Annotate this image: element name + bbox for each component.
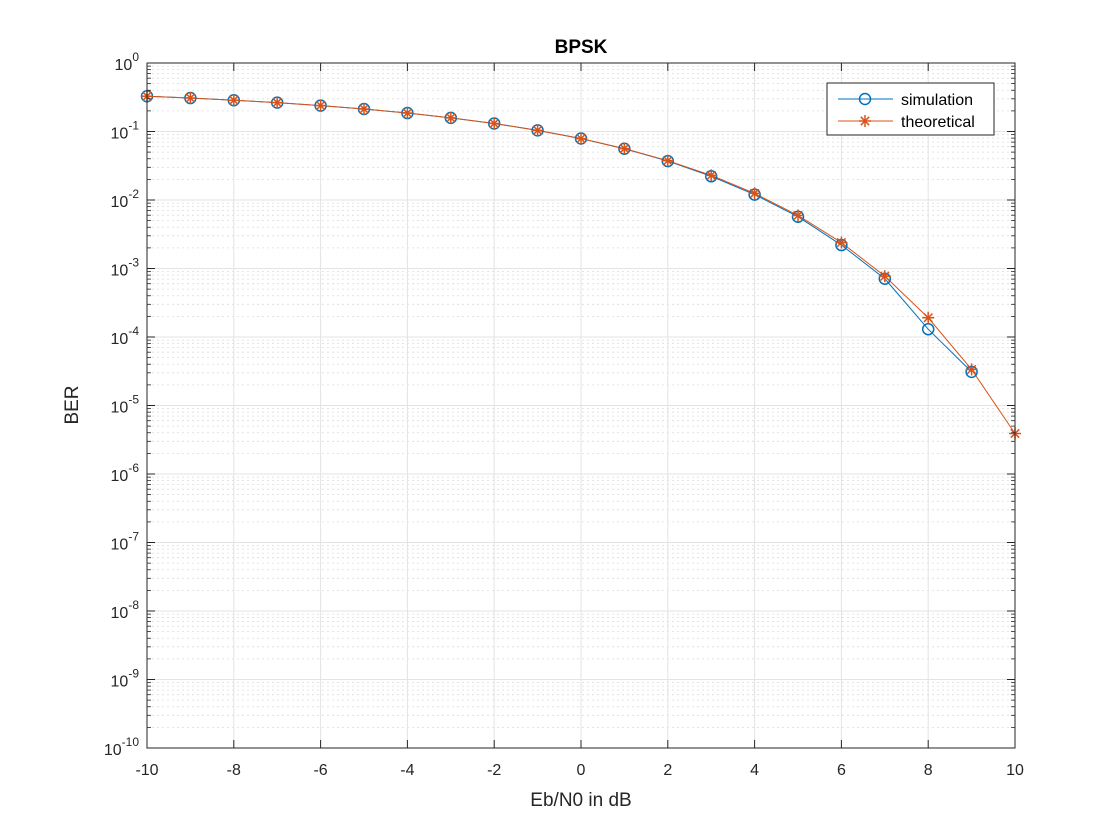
legend-label-simulation: simulation	[901, 92, 973, 109]
data-point-theoretical	[531, 124, 544, 137]
data-point-theoretical	[184, 92, 197, 105]
x-tick-label: 8	[924, 762, 933, 779]
data-point-theoretical	[705, 169, 718, 182]
y-tick-label: 10-2	[111, 187, 140, 211]
x-tick-label: -4	[400, 762, 414, 779]
y-tick-label: 10-10	[104, 735, 139, 759]
y-tick-label: 10-5	[111, 393, 140, 417]
data-point-theoretical	[792, 209, 804, 222]
y-tick-label: 10-3	[111, 256, 140, 280]
data-point-theoretical	[835, 236, 848, 249]
y-tick-label: 100	[115, 50, 140, 74]
legend-label-theoretical: theoretical	[901, 114, 975, 131]
data-point-theoretical	[965, 363, 978, 376]
legend-marker-theoretical	[859, 115, 871, 127]
data-point-theoretical	[314, 99, 327, 112]
x-axis-title: Eb/N0 in dB	[530, 790, 631, 811]
data-point-theoretical	[618, 142, 631, 155]
y-tick-labels: 100 10-1 10-2 10-3 10-4 10-5 10-6 10-7 10-8 10-9 1…	[104, 50, 139, 759]
data-point-theoretical	[444, 111, 457, 124]
x-tick-label: 10	[1006, 762, 1024, 779]
data-point-theoretical	[922, 311, 935, 324]
x-tick-labels: -10 -8 -6 -4 -2 0 2 4 6 8 10	[135, 762, 1024, 779]
x-tick-label: 2	[663, 762, 672, 779]
x-tick-label: -6	[313, 762, 327, 779]
x-tick-label: 4	[750, 762, 759, 779]
legend-marker-simulation	[858, 92, 872, 106]
x-tick-label: 6	[837, 762, 846, 779]
data-point-theoretical	[358, 103, 370, 116]
data-point-theoretical	[271, 96, 284, 109]
data-point-theoretical	[575, 132, 587, 145]
data-point-theoretical	[661, 154, 674, 167]
x-tick-label: -2	[487, 762, 501, 779]
y-tick-label: 10-7	[111, 530, 140, 554]
x-tick-label: -8	[227, 762, 241, 779]
data-point-theoretical	[401, 107, 414, 120]
y-tick-label: 10-8	[111, 598, 140, 622]
y-tick-label: 10-4	[111, 324, 140, 348]
legend: simulation theoretical	[826, 82, 995, 136]
x-tick-label: -10	[135, 762, 158, 779]
chart-title: BPSK	[555, 37, 608, 58]
y-tick-label: 10-1	[111, 119, 140, 143]
data-point-theoretical	[488, 117, 501, 130]
data-point-theoretical	[227, 94, 240, 107]
y-axis-title: BER	[62, 385, 83, 424]
axis-ticks	[146, 62, 1016, 749]
data-point-theoretical	[878, 270, 891, 283]
y-tick-label: 10-9	[111, 667, 140, 691]
x-tick-label: 0	[577, 762, 586, 779]
legend-box	[826, 82, 995, 136]
y-tick-label: 10-6	[111, 461, 140, 485]
data-point-theoretical	[748, 187, 761, 200]
